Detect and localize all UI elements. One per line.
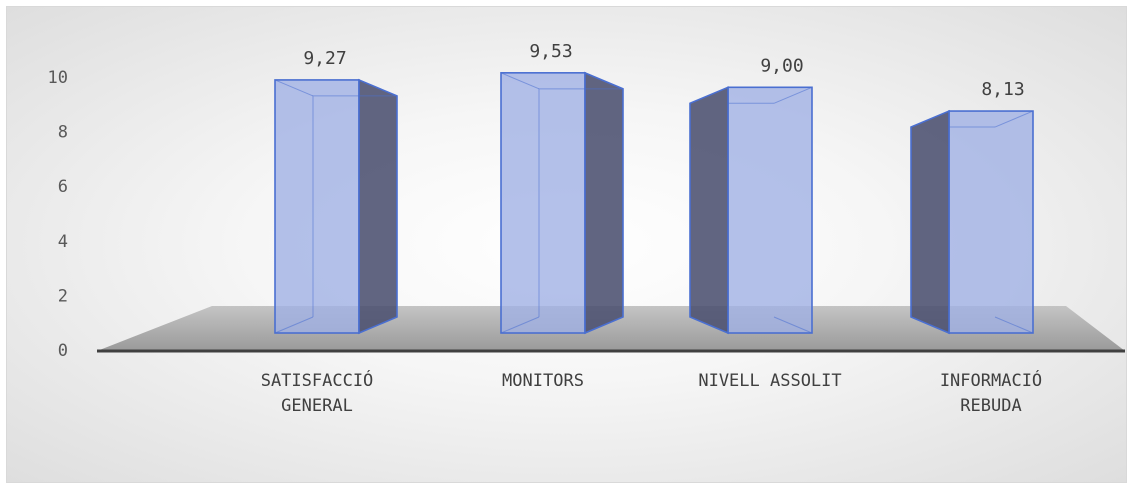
bar-back-edges <box>727 102 774 317</box>
bar-depth-edge <box>994 316 1034 334</box>
bar-depth-edge <box>274 316 314 334</box>
y-tick-label: 6 <box>58 177 68 197</box>
bar <box>689 86 813 335</box>
x-category-label: MONITORS <box>502 371 584 391</box>
bar-top-edge <box>773 86 813 104</box>
bar-front-face <box>727 86 813 334</box>
x-category-label: SATISFACCIÓ GENERAL <box>261 369 374 416</box>
bar <box>910 109 1034 335</box>
bar-top-edge <box>500 72 540 90</box>
bar-front-face <box>274 79 360 334</box>
bar-side-face <box>358 78 398 335</box>
bar <box>274 78 398 335</box>
bar <box>500 71 624 335</box>
bar-side-face <box>910 109 950 335</box>
bar-front-face <box>948 110 1034 334</box>
bar-side-face <box>689 86 729 335</box>
x-category-label: INFORMACIÓ REBUDA <box>940 369 1042 416</box>
y-tick-label: 8 <box>58 123 68 143</box>
y-tick-label: 2 <box>58 286 68 306</box>
y-tick-label: 4 <box>58 232 68 252</box>
bar-side-face <box>584 71 624 335</box>
bar-value-label: 9,27 <box>303 48 346 69</box>
bar-value-label: 9,00 <box>760 55 803 76</box>
bar-back-edges <box>948 126 995 317</box>
bar-value-label: 8,13 <box>981 79 1024 100</box>
bar-front-face <box>500 72 586 334</box>
y-tick-label: 0 <box>58 341 68 361</box>
bar-top-edge <box>994 110 1034 128</box>
y-tick-label: 10 <box>48 68 68 88</box>
x-category-label: NIVELL ASSOLIT <box>698 371 841 391</box>
bar-depth-edge <box>500 316 540 334</box>
bar-value-label: 9,53 <box>529 41 572 62</box>
bar-depth-edge <box>773 316 813 334</box>
bar-top-edge <box>274 79 314 97</box>
